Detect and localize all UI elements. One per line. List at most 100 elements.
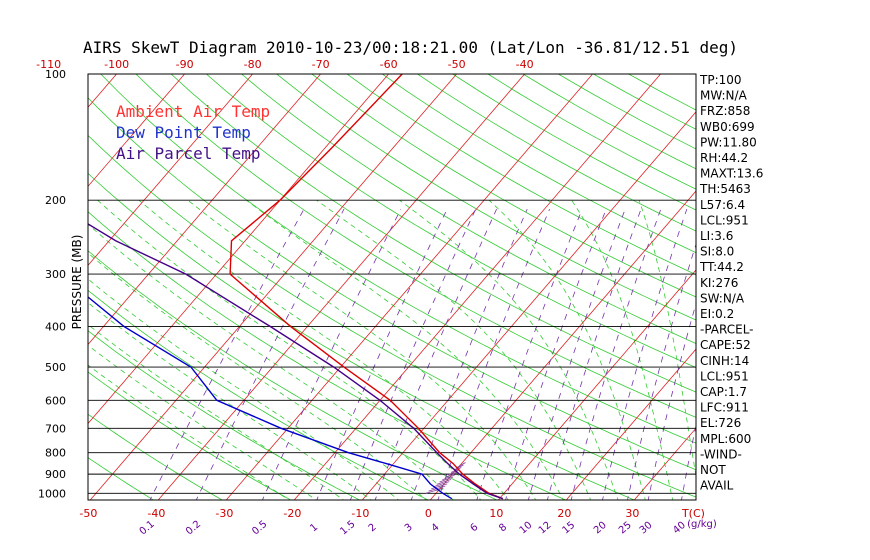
index-label: TH:5463 [699, 182, 751, 196]
bottom-unit-label: T(C) [681, 507, 705, 520]
bottom-temp-tick-label: 30 [625, 507, 639, 520]
mixing-ratio-line [546, 208, 642, 500]
index-label: TT:44.2 [699, 260, 744, 274]
mixing-ratio-tick-label: 15 [561, 520, 578, 537]
mixing-ratio-line [476, 208, 583, 500]
mixing-ratio-tick-label: 40 [671, 520, 688, 537]
moist-adiabat-grid [88, 199, 696, 500]
isotherm-line [88, 74, 185, 187]
bottom-temp-tick-label: 0 [425, 507, 432, 520]
mixing-ratio-tick-label: 0.5 [250, 519, 269, 538]
bottom-temp-tick-label: -10 [351, 507, 369, 520]
dry-adiabat-line [311, 74, 696, 298]
index-label: LCL:951 [700, 369, 749, 383]
index-label: NOT [700, 463, 726, 477]
isotherm-line [89, 74, 457, 500]
top-temp-tick-label: -110 [36, 58, 61, 71]
hatch-line [431, 483, 448, 490]
bottom-temp-tick-label: 10 [489, 507, 503, 520]
mixing-ratio-tick-label: 0.2 [184, 519, 203, 538]
isotherm-line [565, 348, 696, 500]
moist-adiabat-line [88, 302, 372, 500]
isotherm-line [293, 74, 661, 500]
index-label: MPL:600 [700, 432, 751, 446]
hatch-line [439, 476, 454, 483]
mixing-ratio-line [505, 208, 607, 500]
dry-adiabat-line [88, 371, 292, 500]
top-temperature-ticks: -120-110-100-90-80-70-60-50-40 [36, 58, 533, 71]
mixing-ratio-tick-label: 1.5 [338, 519, 357, 538]
hatch-line [456, 462, 466, 468]
mixing-ratio-line [262, 208, 402, 500]
dry-adiabat-line [88, 250, 498, 500]
mixing-ratio-unit-label: (g/kg) [687, 519, 717, 530]
isotherm-line [429, 190, 696, 500]
mixing-ratio-tick-label: 2 [367, 522, 379, 535]
isotherm-grid [88, 74, 870, 502]
bottom-temp-tick-label: -50 [79, 507, 97, 520]
index-label: L57:6.4 [700, 198, 745, 212]
mixing-ratio-line [627, 243, 696, 500]
mixing-ratio-line [410, 208, 528, 500]
isotherm-line [88, 74, 253, 267]
profile-series [88, 74, 504, 500]
pressure-tick-label: 500 [45, 361, 66, 374]
moist-adiabat-line [246, 199, 564, 500]
index-label: CAP:1.7 [700, 385, 747, 399]
moist-adiabat-line [88, 344, 318, 500]
mixing-ratio-line [527, 208, 626, 500]
moist-adiabat-line [97, 199, 482, 500]
moist-adiabat-line [571, 199, 674, 500]
index-label: LCL:951 [700, 213, 749, 227]
isotherm-line [768, 74, 870, 502]
moist-adiabat-line [138, 199, 509, 500]
dry-adiabat-line [135, 74, 696, 418]
isotherm-line [157, 74, 525, 500]
top-temp-tick-label: -50 [448, 58, 466, 71]
mixing-ratio-tick-label: 4 [430, 522, 442, 535]
dry-adiabat-line [0, 74, 19, 502]
index-label: KI:276 [700, 276, 738, 290]
bottom-temp-tick-label: -40 [147, 507, 165, 520]
moist-adiabat-line [88, 223, 455, 500]
mixing-ratio-tick-label: 8 [497, 522, 509, 535]
hatch-line [453, 464, 464, 471]
isotherm-line [225, 74, 593, 500]
mixing-ratio-line [681, 423, 696, 500]
mixing-ratio-tick-label: 10 [518, 520, 535, 537]
index-label: FRZ:858 [700, 104, 750, 118]
mixing-ratio-line [349, 208, 477, 500]
moist-adiabat-line [88, 278, 400, 500]
dry-adiabat-line [206, 74, 696, 369]
bottom-temp-tick-label: -30 [215, 507, 233, 520]
isotherm-line [88, 74, 321, 346]
dry-adiabat-line [88, 413, 223, 500]
top-temp-tick-label: -70 [312, 58, 330, 71]
top-temp-tick-label: -90 [176, 58, 194, 71]
mixing-ratio-line [316, 208, 448, 500]
pressure-tick-label: 800 [45, 447, 66, 460]
hatch-line [425, 487, 444, 494]
dry-adiabat-line [487, 74, 696, 190]
bottom-temp-tick-label: 20 [557, 507, 571, 520]
mixing-ratio-line [374, 208, 497, 500]
legend-entry: Air Parcel Temp [116, 144, 261, 163]
moist-adiabat-line [88, 252, 427, 500]
index-label: CAPE:52 [700, 338, 751, 352]
mixing-ratio-line [149, 208, 305, 500]
index-label: TP:100 [699, 73, 742, 87]
isotherm-line [836, 74, 870, 502]
top-temp-tick-label: -60 [380, 58, 398, 71]
moist-adiabat-line [399, 199, 619, 500]
pressure-tick-label: 900 [45, 468, 66, 481]
moist-adiabat-line [187, 199, 537, 500]
index-label: PW:11.80 [700, 135, 757, 149]
index-label: MW:N/A [700, 89, 748, 103]
legend: Ambient Air Temp Dew Point Temp Air Parcel… [116, 102, 270, 163]
legend-entry: Dew Point Temp [116, 123, 251, 142]
moist-adiabat-line [638, 200, 696, 479]
mixing-ratio-tick-label: 20 [592, 520, 609, 537]
index-label: LI:3.6 [700, 229, 733, 243]
